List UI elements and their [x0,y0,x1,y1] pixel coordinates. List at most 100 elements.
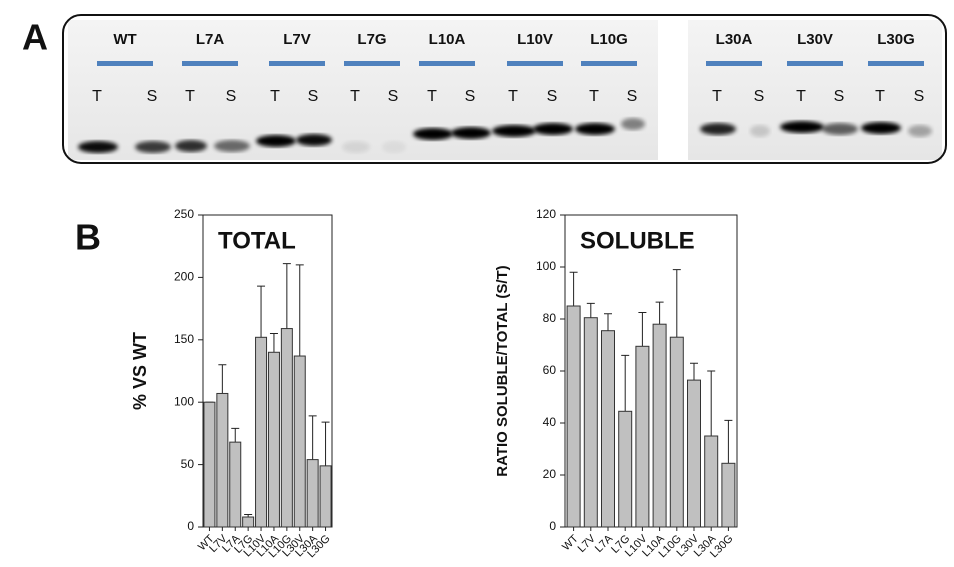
y-tick-label: 80 [543,311,557,325]
lane-bar [706,61,762,66]
error-bar [604,314,612,331]
bar [705,436,718,527]
charts: TOTAL% VS WT050100150200250WTL7VL7AL7GL1… [130,207,737,560]
lane-label: L30G [877,31,915,48]
bar [217,393,228,527]
lane-label: L7G [357,31,386,48]
lane-letter: S [147,88,158,105]
y-tick-label: 60 [543,363,557,377]
error-bar [621,355,629,411]
lane-letter: T [712,88,722,105]
bar [722,463,735,527]
bar [688,380,701,527]
y-tick-label: 250 [174,207,194,221]
error-bar [707,371,715,436]
lane-letter: T [589,88,599,105]
band [822,123,858,135]
band [175,140,207,152]
lane-letter: T [350,88,360,105]
bar [653,324,666,527]
lane-letter: S [914,88,925,105]
bar [294,356,305,527]
bar [636,346,649,527]
panel-label: B [75,217,101,258]
bar [567,306,580,527]
y-axis-label: % VS WT [130,332,150,410]
lane-bar [269,61,325,66]
band [451,127,491,139]
lane-bar [419,61,475,66]
band [296,134,332,146]
error-bar [587,303,595,317]
band [413,128,453,140]
lane-letter: T [796,88,806,105]
lane-bar [581,61,637,66]
band [780,121,824,133]
lane-letter: T [185,88,195,105]
error-bar [322,422,330,466]
lane-label: L30A [716,31,753,48]
band [533,123,573,135]
panel-label: A [22,17,48,58]
lane-letter: S [834,88,845,105]
bar [584,318,597,527]
error-bar [570,272,578,306]
lane-bar [507,61,563,66]
lane-bar [182,61,238,66]
error-bar [231,428,239,442]
error-bar [309,416,317,460]
lane-label: L10A [429,31,466,48]
lane-label: WT [113,31,136,48]
y-tick-label: 20 [543,467,557,481]
lane-letter: S [308,88,319,105]
lane-letter: T [427,88,437,105]
y-tick-label: 100 [536,259,556,273]
error-bar [283,264,291,329]
error-bar [296,265,304,356]
bar [243,517,254,527]
y-tick-label: 50 [181,457,195,471]
band [750,125,770,137]
bar [307,460,318,527]
y-tick-label: 200 [174,270,194,284]
lane-label: L7V [283,31,311,48]
error-bar [270,334,278,353]
band [621,118,645,130]
y-axis-label: RATIO SOLUBLE/TOTAL (S/T) [494,265,511,476]
figure: A B WTTSL7ATSL7VTSL7GTSL10ATSL10VTSL10GT… [0,0,954,567]
bar [204,402,215,527]
lane-letter: S [547,88,558,105]
band [575,123,615,135]
error-bar [690,363,698,380]
chart-title: SOLUBLE [580,227,695,254]
y-tick-label: 120 [536,207,556,221]
lane-letter: S [754,88,765,105]
lane-letter: S [465,88,476,105]
y-tick-label: 100 [174,394,194,408]
lane-label: L30V [797,31,833,48]
lane-letter: T [875,88,885,105]
lane-label: L10G [590,31,628,48]
y-tick-label: 0 [549,519,556,533]
x-tick-label: WT [560,532,581,553]
chart-title: TOTAL [218,227,296,254]
bar [670,337,683,527]
bar [602,331,615,527]
band [700,123,736,135]
y-tick-label: 150 [174,332,194,346]
band [861,122,901,134]
band [78,141,118,153]
bar [619,411,632,527]
error-bar [724,420,732,463]
lane-letter: T [508,88,518,105]
lane-label: L7A [196,31,225,48]
bar [256,337,267,527]
lane-bar [97,61,153,66]
bar [230,442,241,527]
lane-letter: S [226,88,237,105]
band [908,125,932,137]
band [382,141,406,153]
error-bar [218,365,226,394]
y-tick-label: 0 [187,519,194,533]
band [342,141,370,153]
